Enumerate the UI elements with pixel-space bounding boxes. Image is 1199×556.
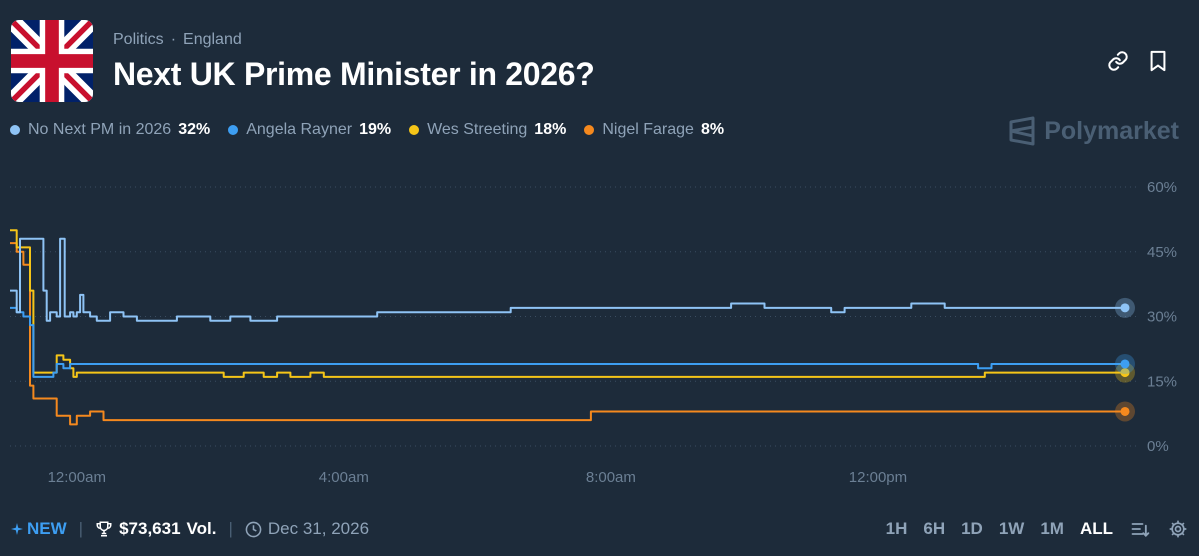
legend-name: Angela Rayner	[246, 121, 353, 138]
legend-name: Wes Streeting	[427, 121, 528, 138]
legend-pct: 32%	[178, 121, 211, 138]
y-tick-label: 15%	[1147, 373, 1177, 390]
volume-amount: $73,631	[119, 519, 181, 538]
legend-item[interactable]: Wes Streeting 18%	[409, 121, 566, 139]
time-range-controls: 1H 6H 1D 1W 1M ALL	[886, 518, 1189, 540]
copy-link-button[interactable]	[1107, 50, 1129, 72]
legend-pct: 8%	[700, 121, 725, 138]
brand-name: Polymarket	[1044, 116, 1179, 145]
market-info: NEW | $73,631 Vol. | Dec 31, 2026	[11, 519, 369, 539]
y-tick-label: 30%	[1147, 309, 1177, 326]
x-tick-label: 8:00am	[586, 469, 636, 486]
sort-button[interactable]	[1129, 518, 1151, 540]
y-tick-label: 60%	[1147, 179, 1177, 196]
legend-dot	[10, 125, 20, 135]
breadcrumb: Politics · England	[113, 31, 242, 49]
breadcrumb-separator: ·	[170, 31, 177, 48]
uk-flag-image	[11, 20, 93, 102]
page-title: Next UK Prime Minister in 2026?	[113, 56, 595, 92]
volume: $73,631 Vol.	[95, 519, 216, 539]
clock-icon	[245, 521, 262, 537]
legend-dot	[228, 125, 239, 135]
top-actions	[1107, 50, 1169, 72]
legend-name: Nigel Farage	[602, 121, 694, 138]
series-end-point	[1120, 368, 1130, 378]
price-history-chart[interactable]: 0% 15% 30% 45% 60% 12:00am 4:00am 8:00am 12:00p…	[0, 170, 1199, 490]
series-line	[10, 242, 1125, 426]
series-line	[10, 306, 1125, 378]
series-line	[10, 229, 1125, 378]
range-all-button[interactable]: ALL	[1079, 519, 1113, 538]
range-1m-button[interactable]: 1M	[1040, 519, 1064, 538]
end-date-text: Dec 31, 2026	[267, 519, 370, 538]
x-tick-label: 12:00pm	[849, 469, 907, 486]
uk-flag-icon	[11, 20, 93, 102]
x-tick-label: 12:00am	[48, 469, 106, 486]
range-1h-button[interactable]: 1H	[885, 519, 908, 538]
polymarket-brand: Polymarket	[1008, 116, 1179, 146]
polymarket-logo-icon	[1009, 116, 1035, 146]
bookmark-button[interactable]	[1147, 50, 1169, 72]
series-end-point	[1120, 359, 1130, 369]
new-label: NEW	[27, 519, 67, 538]
x-tick-label: 4:00am	[319, 469, 369, 486]
end-date: Dec 31, 2026	[245, 519, 369, 539]
legend-item[interactable]: Nigel Farage 8%	[584, 121, 724, 139]
settings-button[interactable]	[1167, 518, 1189, 540]
divider: |	[228, 519, 233, 538]
legend-dot	[409, 125, 420, 135]
gear-icon	[1169, 520, 1187, 538]
range-1d-button[interactable]: 1D	[961, 519, 983, 538]
breadcrumb-category[interactable]: Politics	[113, 31, 164, 48]
volume-unit: Vol.	[186, 519, 217, 538]
sort-lines-icon	[1131, 523, 1150, 537]
new-badge: NEW	[11, 519, 67, 539]
series-end-point	[1120, 303, 1130, 313]
bookmark-icon	[1150, 50, 1166, 72]
link-icon	[1108, 51, 1128, 71]
trophy-icon	[96, 521, 112, 537]
legend-name: No Next PM in 2026	[28, 121, 172, 138]
legend-item[interactable]: Angela Rayner 19%	[228, 121, 391, 139]
legend-pct: 18%	[534, 121, 567, 138]
sparkle-icon	[11, 523, 23, 535]
legend-item[interactable]: No Next PM in 2026 32%	[10, 121, 210, 139]
series-line	[10, 237, 1125, 322]
range-1w-button[interactable]: 1W	[998, 519, 1025, 538]
range-6h-button[interactable]: 6H	[923, 519, 946, 538]
legend-pct: 19%	[359, 121, 392, 138]
y-tick-label: 0%	[1147, 438, 1169, 455]
breadcrumb-subcategory[interactable]: England	[183, 31, 242, 48]
y-tick-label: 45%	[1147, 244, 1177, 261]
divider: |	[78, 519, 84, 538]
series-end-point	[1120, 406, 1130, 416]
legend-dot	[584, 125, 595, 135]
chart-legend: No Next PM in 2026 32% Angela Rayner 19% Wes…	[10, 121, 724, 139]
